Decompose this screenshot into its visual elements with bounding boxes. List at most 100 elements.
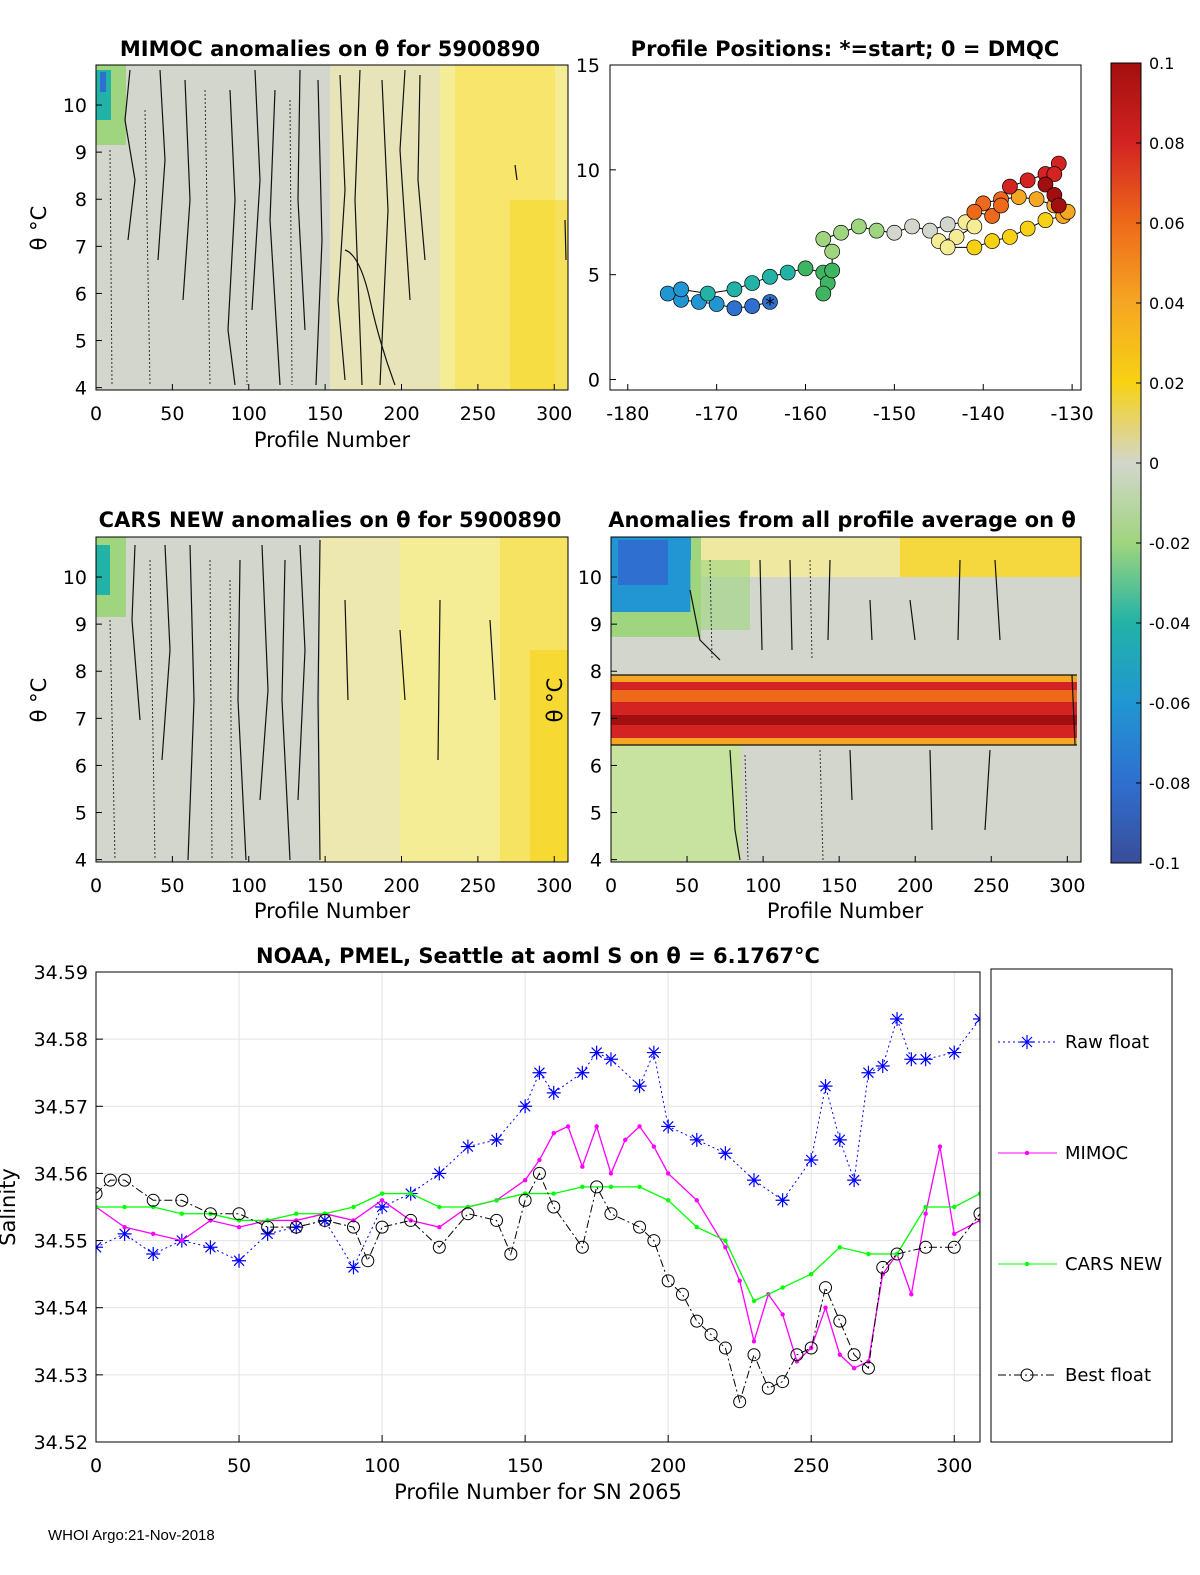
- y-tick-label: 34.54: [34, 1298, 88, 1320]
- data-point: [861, 1065, 876, 1080]
- y-tick-label: 6: [590, 755, 602, 777]
- positions-title: Profile Positions: *=start; 0 = DMQC: [631, 37, 1060, 61]
- cars-heatmap: [96, 537, 568, 862]
- profile-position: [815, 285, 832, 302]
- data-point: [637, 1124, 642, 1129]
- data-point: [847, 1348, 861, 1362]
- data-point: [694, 1198, 699, 1203]
- x-tick-label: 100: [364, 1455, 400, 1477]
- data-point: [265, 1218, 270, 1223]
- data-point: [179, 1238, 185, 1243]
- data-point: [232, 1207, 246, 1221]
- data-point: [690, 1314, 704, 1328]
- avg-title: Anomalies from all profile average on θ: [608, 508, 1076, 532]
- x-tick-label: -130: [1051, 403, 1094, 425]
- mimoc-panel: MIMOC anomalies on θ for 5900890 Profile…: [27, 37, 572, 452]
- data-point: [375, 1200, 390, 1214]
- data-point: [460, 1139, 475, 1154]
- data-point: [866, 1359, 871, 1364]
- data-point: [404, 1213, 418, 1227]
- x-tick-label: 50: [160, 875, 184, 897]
- profile-position: [922, 222, 938, 239]
- data-point: [804, 1341, 818, 1355]
- x-tick-label: -160: [784, 403, 827, 425]
- avg-ylabel: θ °C: [543, 678, 567, 723]
- data-point: [546, 1085, 561, 1100]
- legend-item: CARS NEW: [998, 1254, 1162, 1275]
- data-point: [747, 1348, 761, 1362]
- data-point: [203, 1240, 218, 1255]
- y-tick-label: 7: [590, 708, 602, 730]
- profile-position: [904, 218, 921, 235]
- data-point: [379, 1191, 385, 1196]
- y-tick-label: 5: [75, 803, 87, 825]
- data-point: [647, 1234, 661, 1248]
- data-point: [103, 1173, 117, 1187]
- data-point: [723, 1238, 728, 1243]
- x-tick-label: 100: [231, 875, 267, 897]
- y-tick-label: 9: [75, 142, 87, 164]
- colorbar-ticks: 0.1 0.08 0.06 0.04 0.02 0 -0.02 -0.04 -0.06 -0.08…: [1136, 54, 1190, 873]
- profile-position: [824, 243, 841, 260]
- profile-position: [984, 208, 1000, 224]
- data-point: [704, 1328, 718, 1342]
- data-point: [208, 1218, 213, 1223]
- legend-label: Raw float: [1065, 1032, 1149, 1053]
- profile-position: [948, 229, 965, 245]
- profile-position: [966, 218, 983, 235]
- profile-position: [726, 281, 743, 298]
- profile-position: [1050, 197, 1067, 214]
- profile-position: [1037, 176, 1054, 193]
- data-point: [890, 1012, 905, 1026]
- data-point: [751, 1339, 757, 1344]
- data-point: [675, 1287, 689, 1301]
- data-point: [751, 1298, 757, 1304]
- salinity-axis-ticks: 0 50 100 150 200 250 300 34.52 34.53 34.54 34.55 34…: [34, 962, 973, 1477]
- data-point: [837, 1352, 843, 1357]
- data-point: [861, 1361, 875, 1375]
- data-point: [565, 1124, 571, 1129]
- data-point: [733, 1395, 747, 1409]
- profile-position: [726, 300, 743, 317]
- data-point: [580, 1164, 585, 1169]
- y-tick-label: 5: [590, 803, 602, 825]
- x-tick-label: 200: [383, 403, 419, 425]
- data-point: [632, 1079, 647, 1094]
- data-point: [851, 1365, 857, 1371]
- data-point: [146, 1247, 161, 1261]
- data-point: [346, 1220, 360, 1234]
- y-tick-label: 8: [75, 661, 87, 683]
- data-point: [236, 1218, 242, 1223]
- data-point: [322, 1211, 328, 1216]
- data-point: [575, 1065, 590, 1080]
- avg-heatmap: [611, 537, 1081, 862]
- data-point: [117, 1226, 132, 1241]
- salinity-title: NOAA, PMEL, Seattle at aoml S on θ = 6.1…: [256, 944, 820, 968]
- data-point: [465, 1204, 471, 1210]
- y-tick-label: 5: [75, 331, 87, 353]
- x-tick-label: 200: [383, 875, 419, 897]
- data-point: [651, 1144, 657, 1149]
- colorbar-tick-label: 0.1: [1149, 54, 1174, 73]
- data-point: [351, 1204, 356, 1210]
- data-point: [904, 1052, 919, 1067]
- y-tick-label: 34.55: [34, 1231, 88, 1253]
- data-point: [589, 1045, 604, 1060]
- data-point: [146, 1193, 160, 1207]
- data-point: [151, 1231, 156, 1237]
- data-point: [96, 1187, 103, 1201]
- y-tick-label: 34.59: [34, 962, 88, 984]
- data-point: [804, 1153, 819, 1167]
- colorbar: 0.1 0.08 0.06 0.04 0.02 0 -0.02 -0.04 -0.06 -0.08…: [1110, 54, 1190, 873]
- profile-position: [966, 239, 983, 256]
- profile-position: [1037, 212, 1054, 229]
- colorbar-tick-label: -0.06: [1149, 694, 1190, 713]
- profile-position: [886, 224, 903, 241]
- y-tick-label: 34.52: [34, 1432, 88, 1454]
- colorbar-tick-label: 0.02: [1149, 374, 1185, 393]
- y-tick-label: 15: [576, 55, 600, 77]
- legend-item: MIMOC: [998, 1143, 1128, 1164]
- x-tick-label: 0: [90, 875, 102, 897]
- colorbar-tick-label: 0.04: [1149, 294, 1185, 313]
- y-tick-label: 34.56: [34, 1163, 88, 1185]
